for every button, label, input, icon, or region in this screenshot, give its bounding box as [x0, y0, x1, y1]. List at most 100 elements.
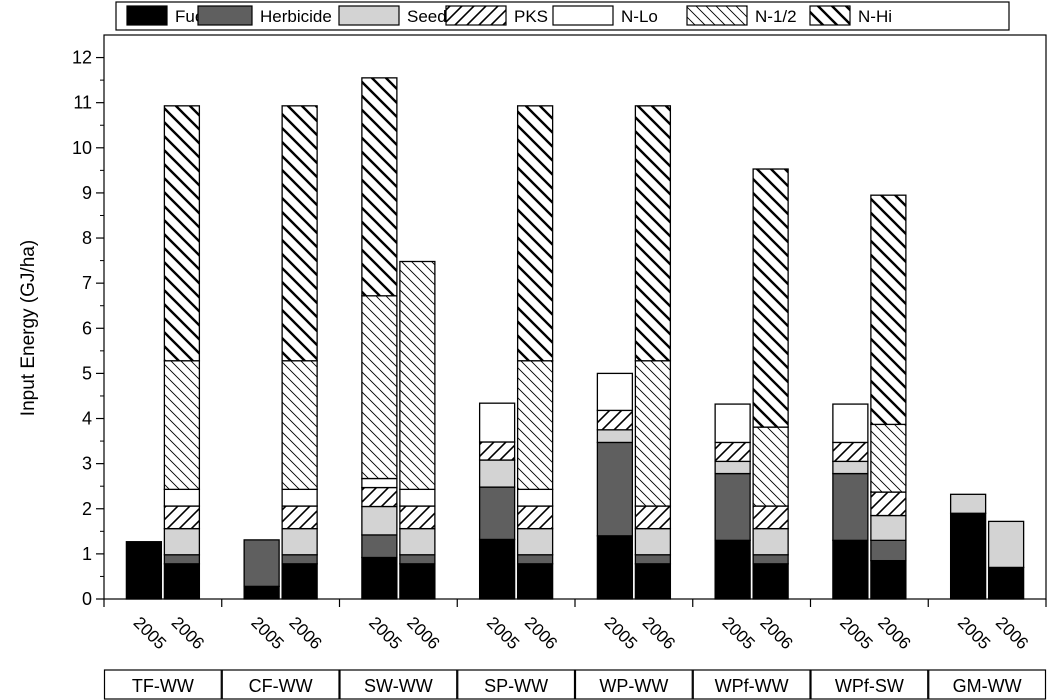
x-tick-label-tf-ww-2005: 2005 — [130, 613, 170, 653]
bar-n-1-2-wp-ww-2006 — [634, 360, 672, 507]
bar-n-lo-wp-ww-2005 — [596, 372, 634, 412]
x-tick-label-gm-ww-2005: 2005 — [954, 613, 994, 653]
bar-seed-cf-ww-2006 — [281, 527, 318, 556]
bar-fuel-gm-ww-2006 — [987, 566, 1025, 600]
bar-seed-sp-ww-2006 — [516, 527, 554, 556]
bar-n-hi-sw-ww-2005 — [361, 77, 398, 297]
x-tick-label-wpf-sw-2005: 2005 — [836, 613, 876, 653]
y-tick-label-10: 10 — [72, 138, 92, 158]
bar-herbicide-wpf-ww-2006 — [752, 554, 789, 565]
bar-fuel-gm-ww-2005 — [949, 512, 987, 600]
bar-seed-sp-ww-2005 — [478, 459, 516, 488]
y-tick-label-2: 2 — [82, 499, 92, 519]
bar-herbicide-wp-ww-2006 — [634, 554, 672, 565]
bar-fuel-sw-ww-2005 — [361, 556, 398, 600]
bar-herbicide-wpf-sw-2005 — [832, 472, 869, 542]
bar-seed-gm-ww-2006 — [987, 520, 1025, 569]
x-tick-label-wpf-sw-2006: 2006 — [874, 613, 914, 653]
bar-fuel-wp-ww-2006 — [634, 563, 672, 600]
group-box-tf-ww — [103, 669, 222, 700]
y-tick-label-6: 6 — [82, 318, 92, 338]
bar-n-hi-wpf-sw-2006 — [870, 194, 907, 426]
bar-n-1-2-sw-ww-2005 — [361, 295, 398, 480]
group-label-wpf-ww: WPf-WW — [715, 676, 789, 696]
legend-swatch-pks — [445, 5, 507, 26]
legend: Fuel Herbicide Seed PKS N-Lo N-1/2 N-Hi — [115, 1, 1010, 31]
x-tick-label-cf-ww-2006: 2006 — [285, 613, 325, 653]
x-tick-label-wp-ww-2005: 2005 — [601, 613, 641, 653]
bar-fuel-sp-ww-2005 — [478, 538, 516, 600]
bar-pks-sp-ww-2006 — [516, 505, 554, 530]
group-label-sw-ww: SW-WW — [364, 676, 433, 696]
legend-swatch-n-hi — [809, 5, 851, 26]
bar-pks-cf-ww-2006 — [281, 505, 318, 530]
bar-seed-wp-ww-2006 — [634, 527, 672, 556]
bar-n-1-2-sw-ww-2006 — [399, 260, 436, 491]
y-tick-label-9: 9 — [82, 183, 92, 203]
bar-n-1-2-wpf-ww-2006 — [752, 426, 789, 507]
bar-seed-wpf-ww-2006 — [752, 527, 789, 556]
bar-pks-wpf-sw-2005 — [832, 441, 869, 463]
bar-herbicide-wpf-sw-2006 — [870, 539, 907, 562]
bar-n-hi-cf-ww-2006 — [281, 105, 318, 362]
bar-pks-sp-ww-2005 — [478, 441, 516, 461]
bar-fuel-sp-ww-2006 — [516, 563, 554, 600]
bar-fuel-wpf-ww-2005 — [714, 539, 751, 600]
legend-label-pks: PKS — [514, 7, 548, 26]
bar-fuel-tf-ww-2006 — [163, 563, 201, 600]
bar-n-1-2-wpf-sw-2006 — [870, 423, 907, 493]
bar-seed-sw-ww-2006 — [399, 527, 436, 556]
y-tick-label-4: 4 — [82, 409, 92, 429]
bar-seed-wpf-ww-2005 — [714, 460, 751, 475]
bar-fuel-sw-ww-2006 — [399, 563, 436, 600]
bar-pks-wpf-ww-2006 — [752, 505, 789, 530]
bar-fuel-wpf-sw-2005 — [832, 539, 869, 600]
group-box-sw-ww — [339, 669, 458, 700]
bar-fuel-wpf-sw-2006 — [870, 560, 907, 600]
bar-n-hi-tf-ww-2006 — [163, 105, 201, 362]
bar-herbicide-wp-ww-2005 — [596, 441, 634, 537]
bar-herbicide-sw-ww-2006 — [399, 554, 436, 565]
y-tick-label-5: 5 — [82, 363, 92, 383]
x-tick-label-wpf-ww-2006: 2006 — [756, 613, 796, 653]
group-label-wp-ww: WP-WW — [599, 676, 668, 696]
bar-herbicide-sp-ww-2006 — [516, 554, 554, 565]
y-tick-label-11: 11 — [73, 93, 92, 113]
bar-seed-tf-ww-2006 — [163, 527, 201, 556]
legend-swatch-fuel — [126, 5, 168, 26]
bar-herbicide-cf-ww-2005 — [243, 539, 280, 588]
y-tick-label-12: 12 — [72, 48, 92, 68]
bar-n-lo-wpf-sw-2005 — [832, 403, 869, 444]
group-box-wpf-sw — [810, 669, 929, 700]
bar-fuel-cf-ww-2005 — [243, 585, 280, 600]
bar-fuel-wp-ww-2005 — [596, 535, 634, 600]
group-box-gm-ww — [928, 669, 1047, 700]
bar-fuel-cf-ww-2006 — [281, 563, 318, 600]
x-tick-label-cf-ww-2005: 2005 — [247, 613, 287, 653]
legend-label-n-1-2: N-1/2 — [755, 7, 797, 26]
bar-herbicide-tf-ww-2006 — [163, 554, 201, 565]
bar-n-lo-tf-ww-2006 — [163, 488, 201, 507]
x-tick-label-sp-ww-2005: 2005 — [483, 613, 523, 653]
bar-pks-wp-ww-2005 — [596, 409, 634, 431]
bar-fuel-wpf-ww-2006 — [752, 563, 789, 600]
bar-seed-gm-ww-2005 — [949, 493, 987, 514]
legend-label-herbicide: Herbicide — [260, 7, 332, 26]
legend-label-n-lo: N-Lo — [621, 7, 658, 26]
x-tick-label-sw-ww-2006: 2006 — [403, 613, 443, 653]
group-label-gm-ww: GM-WW — [953, 676, 1022, 696]
bar-herbicide-wpf-ww-2005 — [714, 472, 751, 542]
bar-pks-wpf-ww-2005 — [714, 441, 751, 463]
bar-n-hi-sp-ww-2006 — [516, 105, 554, 362]
bar-pks-wp-ww-2006 — [634, 505, 672, 530]
y-axis-label: Input Energy (GJ/ha) — [18, 240, 39, 416]
bar-n-lo-sp-ww-2005 — [478, 402, 516, 443]
bar-seed-wpf-sw-2005 — [832, 460, 869, 475]
group-box-wpf-ww — [692, 669, 811, 700]
x-tick-label-wp-ww-2006: 2006 — [639, 613, 679, 653]
bar-n-hi-wpf-ww-2006 — [752, 168, 789, 428]
bar-n-1-2-cf-ww-2006 — [281, 360, 318, 491]
